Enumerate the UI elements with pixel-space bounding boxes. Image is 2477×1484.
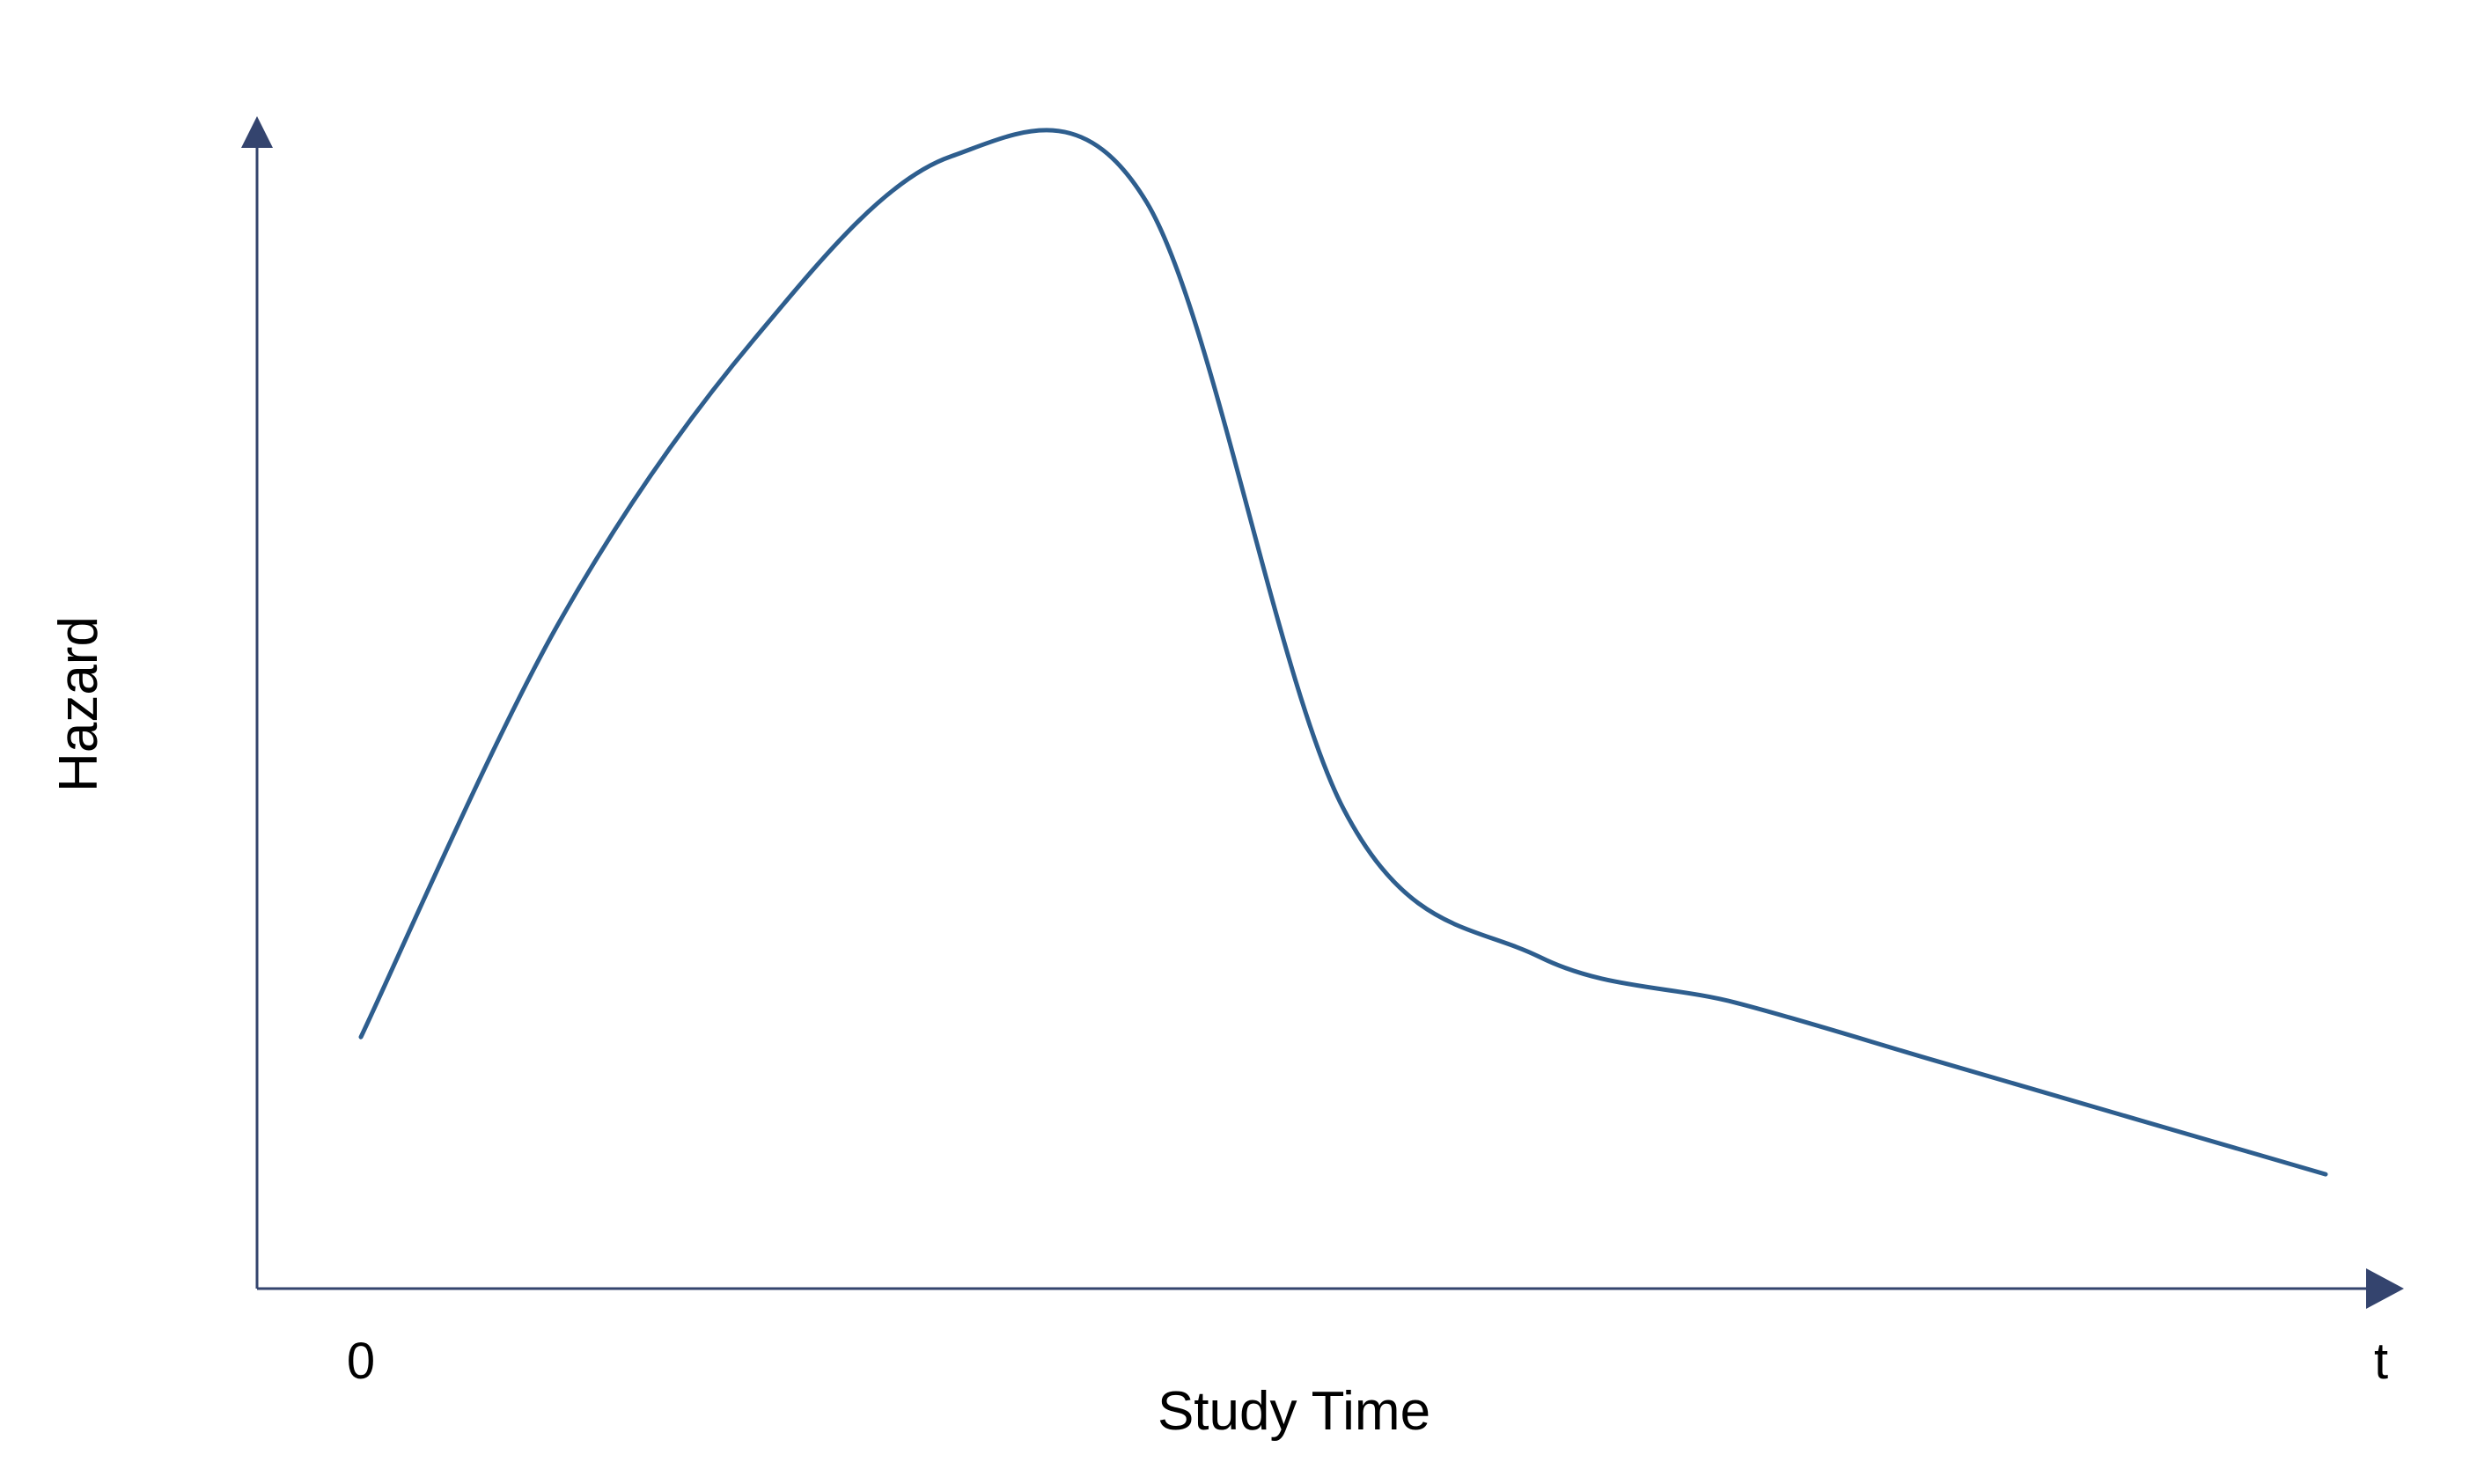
- y-axis-arrowhead: [241, 116, 273, 148]
- x-axis-arrowhead: [2366, 1268, 2404, 1309]
- y-axis-label: Hazard: [48, 616, 109, 792]
- x-tick-label-start: 0: [347, 1333, 375, 1390]
- x-axis-label: Study Time: [1158, 1381, 1430, 1442]
- x-tick-label-end: t: [2374, 1333, 2388, 1390]
- hazard-series-line: [358, 128, 2328, 1177]
